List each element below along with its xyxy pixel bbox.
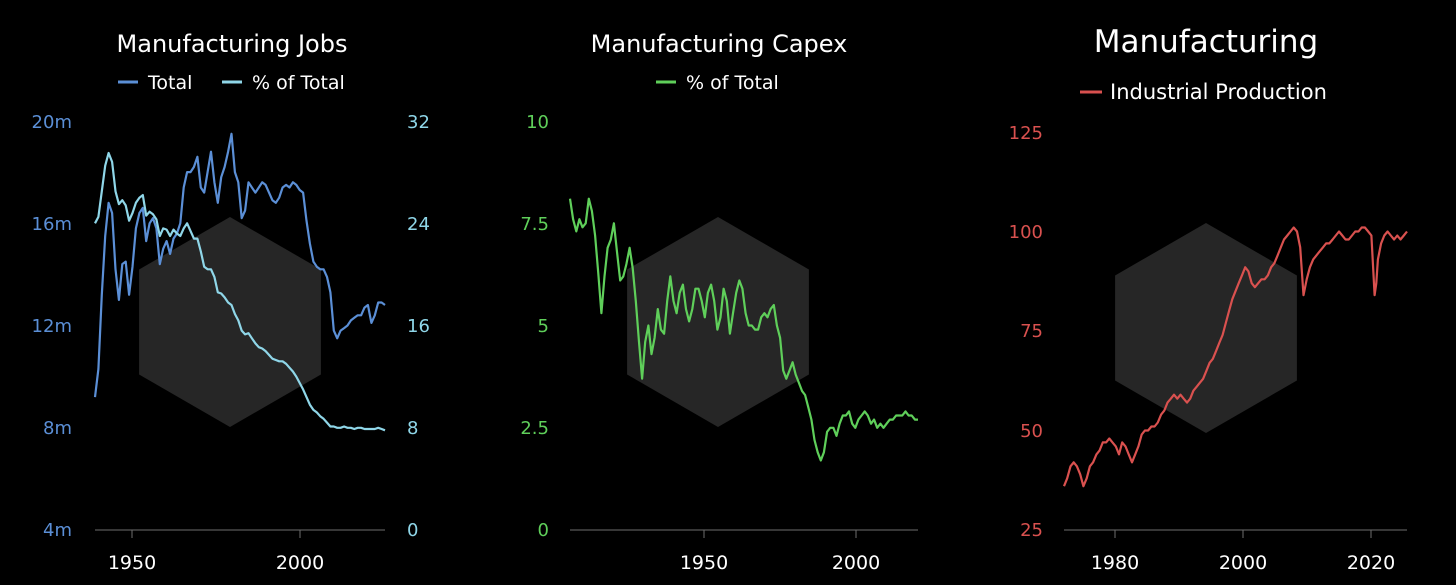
y-tick: 100 — [1009, 222, 1043, 243]
legend-label-capex: % of Total — [686, 72, 779, 94]
y-right-tick: 0 — [407, 520, 418, 541]
x-tick-label: 2000 — [276, 552, 324, 574]
series-line-pct-of-total — [94, 151, 386, 432]
y-tick: 7.5 — [520, 214, 549, 235]
y-left-tick: 8m — [43, 418, 72, 439]
x-tick-label: 2000 — [1219, 552, 1267, 574]
x-tick-label: 2000 — [832, 552, 880, 574]
chart-manufacturing-capex: Manufacturing Capex % of Total 10 7.5 5 … — [520, 30, 918, 574]
legend-label-pct: % of Total — [252, 72, 345, 94]
series-line-total — [93, 132, 386, 398]
y-right-tick: 8 — [407, 418, 418, 439]
x-tick-label: 2020 — [1347, 552, 1395, 574]
y-tick: 5 — [538, 316, 549, 337]
y-tick: 0 — [538, 520, 549, 541]
watermark-logo-2 — [627, 217, 809, 427]
y-tick: 2.5 — [520, 418, 549, 439]
y-tick: 125 — [1009, 123, 1043, 144]
chart-title: Manufacturing Capex — [591, 30, 848, 58]
series-line-capex-pct — [568, 197, 918, 462]
y-right-tick: 24 — [407, 214, 430, 235]
x-tick-label: 1980 — [1091, 552, 1139, 574]
y-left-tick: 12m — [32, 316, 72, 337]
chart-industrial-production: Manufacturing Industrial Production 125 … — [1009, 24, 1408, 574]
legend-label-ip: Industrial Production — [1110, 80, 1327, 104]
watermark-logo-1 — [139, 217, 321, 427]
y-left-tick: 20m — [32, 112, 72, 133]
y-right-tick: 16 — [407, 316, 430, 337]
y-tick: 25 — [1020, 520, 1043, 541]
y-tick: 10 — [526, 112, 549, 133]
y-tick: 50 — [1020, 421, 1043, 442]
chart-manufacturing-jobs: Manufacturing Jobs Total % of Total 20m … — [32, 30, 430, 574]
legend-label-total: Total — [147, 72, 192, 94]
y-right-tick: 32 — [407, 112, 430, 133]
chart-title: Manufacturing — [1094, 24, 1318, 60]
watermark-logo-3 — [1115, 223, 1297, 433]
x-tick-label: 1950 — [108, 552, 156, 574]
x-tick-label: 1950 — [680, 552, 728, 574]
y-left-tick: 16m — [32, 214, 72, 235]
series-line-industrial-production — [1062, 226, 1408, 488]
chart-title: Manufacturing Jobs — [117, 30, 348, 58]
y-left-tick: 4m — [43, 520, 72, 541]
y-tick: 75 — [1020, 321, 1043, 342]
